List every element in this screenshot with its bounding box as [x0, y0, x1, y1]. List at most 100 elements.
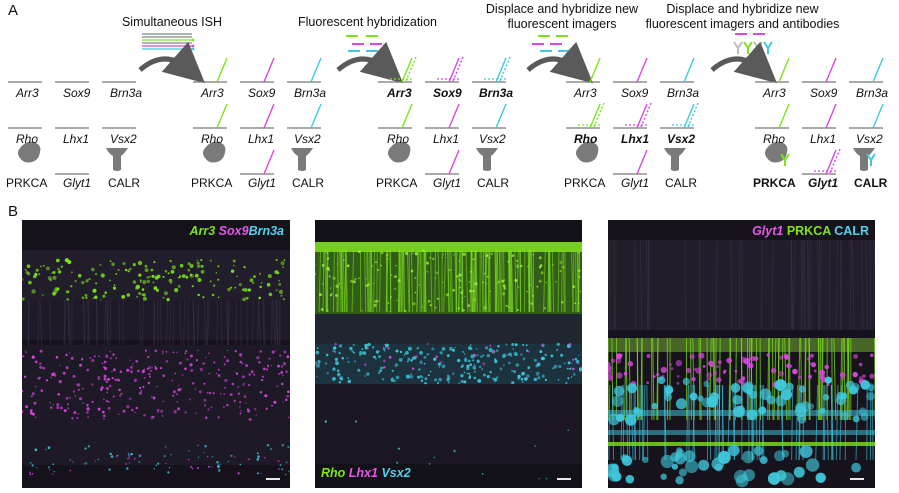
arr3-signal	[104, 291, 108, 295]
arr3-signal	[171, 265, 176, 270]
vsx2-signal	[452, 372, 455, 375]
calr-signal	[697, 395, 704, 402]
arr3-signal	[232, 264, 235, 267]
vsx2-signal	[511, 381, 515, 385]
arr3-signal	[217, 296, 220, 299]
arr3-signal	[200, 259, 203, 262]
tissue-fiber	[730, 239, 733, 331]
brn3a-signal	[219, 463, 221, 465]
glyt1-signal	[676, 381, 680, 385]
vsx2-signal	[379, 369, 383, 372]
arr3-signal	[60, 265, 63, 268]
arr3-signal	[234, 286, 237, 289]
vsx2-signal	[371, 346, 375, 349]
arr3-signal	[85, 296, 88, 299]
probe-icon	[849, 103, 884, 129]
arr3-signal	[197, 277, 202, 283]
tissue-fiber	[206, 299, 209, 346]
sox9-signal	[243, 382, 245, 385]
rho-signal	[538, 256, 542, 260]
rho-signal	[484, 249, 488, 313]
gene-label-rho: Rho	[763, 132, 786, 146]
sox9-signal	[156, 385, 158, 388]
arr3-signal	[95, 282, 98, 285]
sox9-signal	[52, 404, 55, 406]
rho-signal	[380, 251, 384, 255]
sox9-signal	[103, 377, 107, 381]
sox9-signal	[215, 372, 218, 375]
glyt1-signal	[608, 370, 613, 376]
arr3-signal	[275, 258, 278, 262]
sox9-signal	[157, 408, 160, 412]
sox9-signal	[137, 369, 140, 373]
gene-label-arr3: Arr3	[574, 86, 597, 100]
tissue-fiber	[275, 299, 278, 346]
rho-signal	[373, 303, 377, 307]
sox9-signal	[256, 356, 260, 360]
glyt1-signal	[808, 374, 812, 379]
arr3-signal	[140, 281, 142, 283]
glyt1-signal	[734, 369, 738, 373]
glyt1-signal	[809, 353, 814, 358]
sox9-signal	[143, 414, 146, 417]
sox9-signal	[223, 406, 225, 408]
sox9-signal	[135, 360, 138, 363]
calr-signal	[855, 384, 859, 461]
sox9-signal	[147, 381, 151, 385]
vsx2-signal	[472, 359, 475, 362]
vsx2-signal	[433, 456, 436, 459]
brn3a-signal	[211, 456, 214, 458]
vsx2-signal	[339, 376, 343, 381]
sox9-signal	[67, 403, 70, 406]
sox9-signal	[94, 460, 97, 462]
glyt1-signal	[691, 376, 696, 382]
arr3-signal	[100, 273, 105, 278]
calr-signal	[657, 376, 666, 385]
gene-label-lhx1: Lhx1	[63, 132, 90, 146]
sox9-signal	[210, 406, 213, 409]
sox9-signal	[77, 413, 80, 415]
glyt1-signal	[707, 378, 711, 381]
arr3-signal	[24, 268, 27, 271]
panel-label-a: A	[8, 2, 19, 19]
sox9-signal	[212, 392, 215, 395]
arr3-signal	[217, 265, 220, 268]
rho-signal	[469, 289, 472, 293]
tissue-fiber	[179, 299, 182, 346]
rho-signal	[458, 249, 462, 313]
tissue-fiber	[263, 299, 266, 346]
tissue-fiber	[216, 299, 219, 346]
brn3a-signal	[217, 465, 220, 468]
rho-signal	[324, 249, 327, 313]
arr3-signal	[251, 281, 255, 284]
brn3a-signal	[163, 455, 166, 458]
vsx2-signal	[482, 373, 486, 377]
rho-signal	[562, 266, 565, 269]
lhx1-signal	[383, 343, 386, 346]
vsx2-signal	[446, 354, 450, 357]
vsx2-signal	[563, 362, 566, 365]
probe-icon	[660, 102, 699, 129]
sox9-signal	[143, 368, 145, 371]
tissue-fiber	[141, 299, 144, 346]
sox9-signal	[148, 373, 151, 376]
arr3-signal	[245, 296, 249, 300]
rho-signal	[559, 270, 562, 272]
sox9-signal	[259, 350, 262, 353]
rho-signal	[468, 281, 470, 283]
vsx2-signal	[567, 429, 569, 431]
sox9-signal	[219, 393, 222, 395]
rho-signal	[470, 270, 473, 273]
vsx2-signal	[326, 372, 329, 375]
sox9-signal	[120, 392, 123, 395]
vsx2-signal	[315, 361, 318, 365]
lhx1-signal	[383, 366, 386, 369]
rho-signal	[499, 249, 502, 313]
rho-signal	[458, 260, 460, 262]
arr3-signal	[209, 259, 212, 262]
sox9-signal	[71, 417, 74, 420]
glyt1-signal	[742, 360, 746, 364]
rho-signal	[367, 283, 370, 286]
sox9-signal	[58, 380, 62, 384]
sox9-signal	[176, 351, 178, 354]
